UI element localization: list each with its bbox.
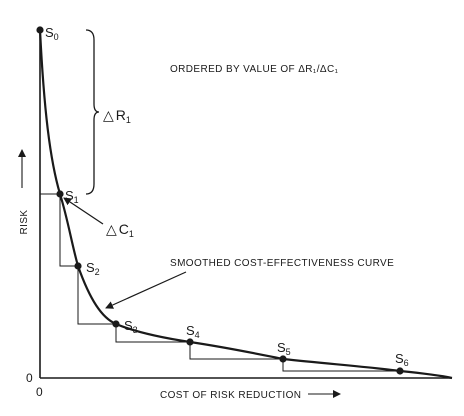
delta-r-label: △ R1	[103, 107, 131, 125]
point-s5-label: S5	[277, 340, 291, 357]
point-s2-label: S2	[86, 260, 100, 277]
point-s0-label: S0	[45, 25, 59, 42]
delta-c-label: △ C1	[106, 221, 134, 239]
point-s0-marker	[36, 26, 44, 34]
curve-label-pointer	[105, 271, 187, 309]
origin-y-label: 0	[26, 371, 33, 385]
point-s5-marker	[279, 355, 287, 363]
point-s4-label: S4	[186, 323, 200, 340]
origin-x-label: 0	[36, 385, 43, 399]
point-s6-marker	[396, 367, 404, 375]
point-s2-marker	[74, 262, 82, 270]
curve-label: SMOOTHED COST-EFFECTIVENESS CURVE	[170, 258, 394, 269]
delta-r-bracket	[85, 29, 100, 195]
point-s3-label: S3	[124, 318, 138, 335]
delta-c-pointer	[63, 197, 104, 225]
point-s1-marker	[56, 190, 64, 198]
figure-heading: ORDERED BY VALUE OF ΔR₁/ΔC₁	[170, 64, 339, 75]
smoothed-curve	[38, 29, 453, 380]
point-s3-marker	[112, 320, 120, 328]
point-s6-label: S6	[395, 351, 409, 368]
y-axis-label: RISK	[19, 210, 30, 235]
point-s4-marker	[186, 338, 194, 346]
point-s1-label: S1	[65, 188, 79, 205]
x-axis-label: COST OF RISK REDUCTION	[160, 390, 301, 401]
